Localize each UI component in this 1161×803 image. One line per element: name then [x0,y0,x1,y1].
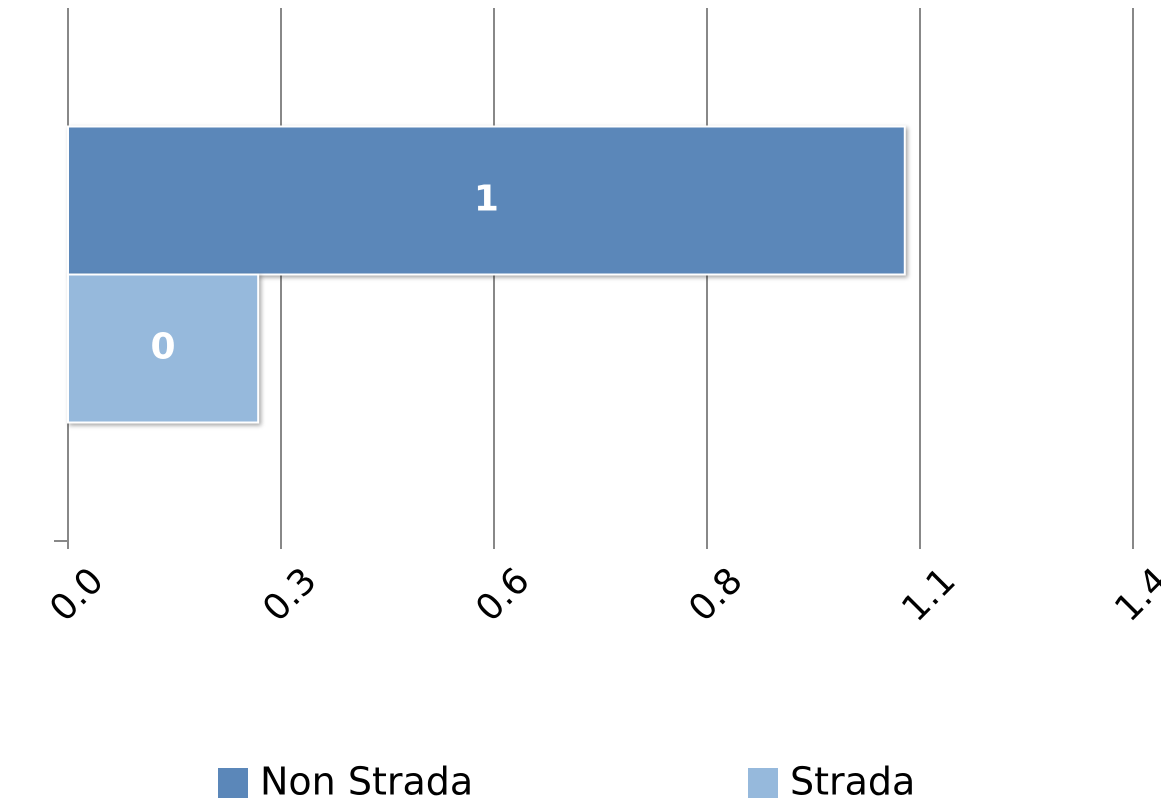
data-label: 0 [151,327,176,368]
legend-label: Strada [790,760,915,803]
legend-swatch [218,768,248,798]
x-tick-label: 0.6 [468,560,537,629]
x-tick-label: 0.0 [42,560,111,629]
data-label: 1 [474,179,499,220]
bar [67,125,906,276]
bar [67,273,260,424]
x-tick-label: 0.8 [681,560,750,629]
legend-label: Non Strada [260,760,473,803]
x-tick-label: 1.4 [1107,560,1161,629]
x-tick-label: 1.1 [894,560,963,629]
x-tick-label: 0.3 [255,560,324,629]
legend-swatch [748,768,778,798]
